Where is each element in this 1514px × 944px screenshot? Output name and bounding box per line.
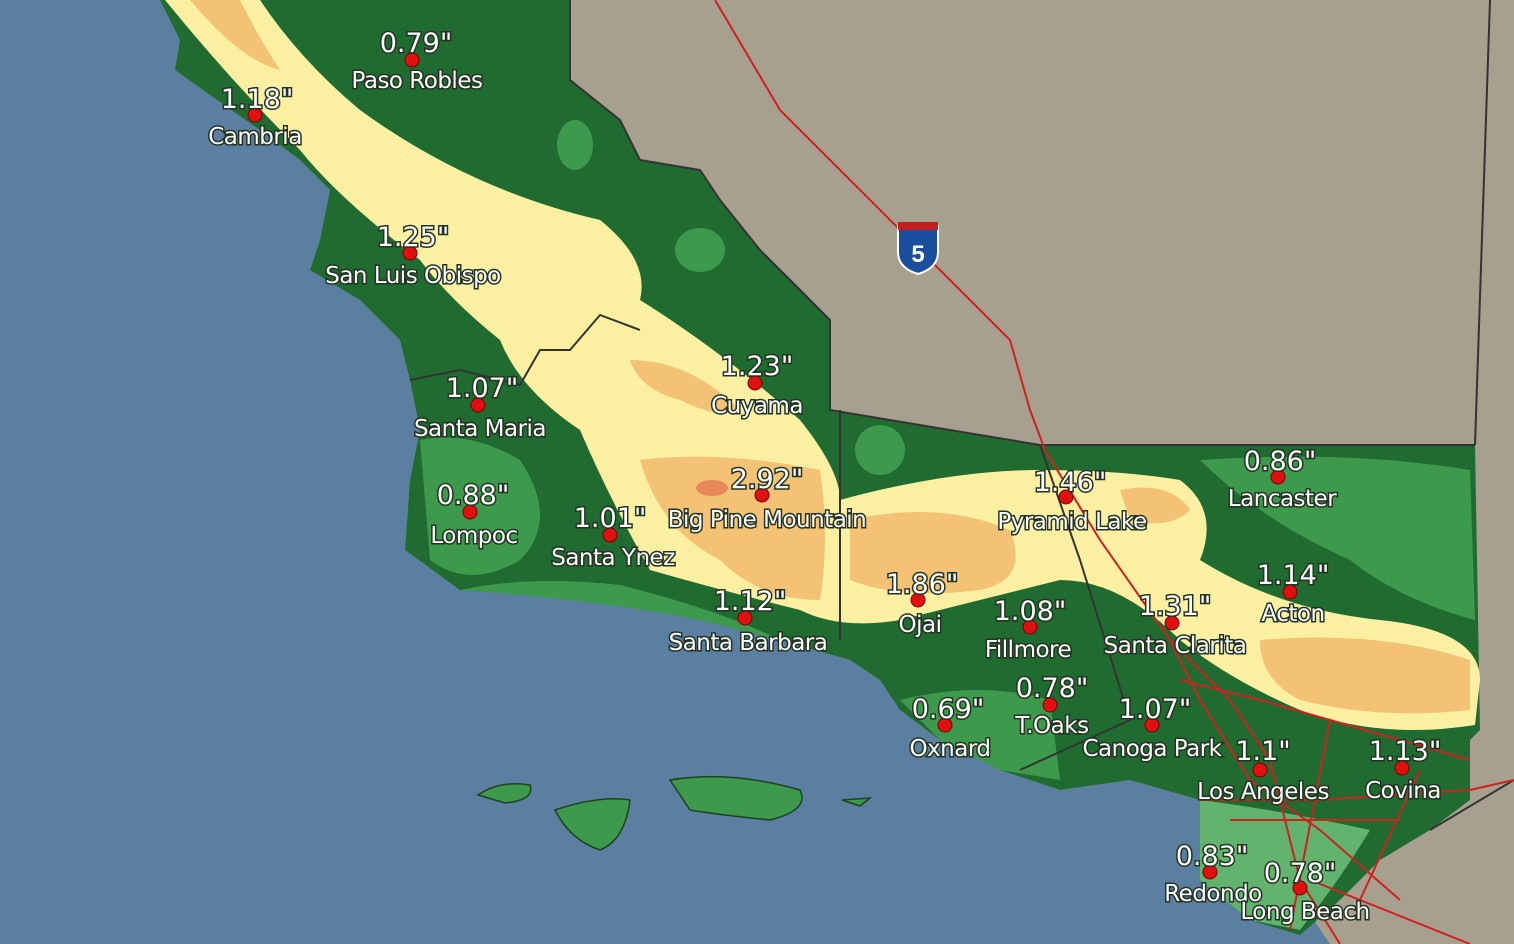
station-oxnard: 0.69" Oxnard: [908, 693, 993, 764]
station-dot: [1042, 697, 1058, 713]
station-dot: [754, 487, 770, 503]
station-name: San Luis Obispo: [325, 263, 501, 289]
station-dot: [602, 527, 618, 543]
rainfall-value: 1.08": [994, 596, 1067, 627]
station-name: Lompoc: [430, 523, 517, 549]
station-dot: [737, 610, 753, 626]
rainfall-value: 1.31": [1139, 591, 1212, 622]
county-borders: [409, 0, 1514, 831]
station-dot: [747, 375, 763, 391]
station-labels: 0.79" Paso Robles 1.18" Cambria 1.25" San Lui…: [207, 27, 1443, 927]
interstate-5-shield: 5: [897, 222, 939, 276]
station-name: Cambria: [208, 124, 302, 150]
rainfall-value: 1.07": [1119, 694, 1192, 725]
station-long-beach: 0.78" Long Beach: [1239, 857, 1372, 927]
rainfall-value: 1.18": [221, 84, 294, 115]
station-t-oaks: 0.78" T.Oaks: [1013, 672, 1091, 741]
rainfall-value: 1.07": [446, 373, 519, 404]
station-santa-barbara: 1.12" Santa Barbara: [667, 585, 829, 658]
station-ojai: 1.86" Ojai: [884, 568, 960, 640]
station-name: Big Pine Mountain: [668, 507, 867, 533]
station-dot: [404, 52, 420, 68]
station-dot: [1058, 489, 1074, 505]
station-redondo: 0.83" Redondo: [1163, 840, 1264, 909]
rainfall-value: 0.79": [380, 28, 453, 59]
station-name: Oxnard: [909, 736, 990, 762]
station-dot: [1202, 864, 1218, 880]
station-name: Acton: [1261, 601, 1324, 627]
rainfall-value: 0.69": [912, 694, 985, 725]
station-acton: 1.14" Acton: [1255, 559, 1331, 629]
station-pyramid-lake: 1.46" Pyramid Lake: [996, 466, 1149, 537]
station-santa-maria: 1.07" Santa Maria: [412, 372, 548, 444]
station-dot: [1144, 717, 1160, 733]
station-santa-ynez: 1.01" Santa Ynez: [550, 502, 677, 573]
station-dot: [247, 107, 263, 123]
rainfall-value: 0.78": [1264, 858, 1337, 889]
rainfall-value: 1.12": [714, 586, 787, 617]
station-canoga-park: 1.07" Canoga Park: [1081, 693, 1225, 764]
station-san-luis-obispo: 1.25" San Luis Obispo: [324, 221, 503, 291]
station-fillmore: 1.08" Fillmore: [983, 595, 1073, 665]
rainfall-value: 1.01": [574, 503, 647, 534]
station-name: Los Angeles: [1197, 779, 1329, 805]
station-dot: [462, 504, 478, 520]
station-name: Lancaster: [1228, 486, 1337, 512]
rainfall-value: 1.25": [377, 222, 450, 253]
station-name: Long Beach: [1240, 899, 1369, 925]
station-covina: 1.13" Covina: [1364, 735, 1443, 806]
heavy-rain-band: [165, 0, 1480, 730]
station-name: Santa Clarita: [1104, 633, 1247, 659]
station-dot: [937, 717, 953, 733]
station-name: Santa Ynez: [551, 545, 675, 571]
station-name: Covina: [1365, 778, 1441, 804]
station-lompoc: 0.88" Lompoc: [429, 479, 520, 551]
station-name: Cuyama: [711, 393, 803, 419]
station-dot: [1292, 880, 1308, 896]
rainfall-value: 2.92": [731, 464, 804, 495]
rainfall-value: 1.46": [1034, 467, 1107, 498]
station-name: Paso Robles: [352, 68, 483, 94]
rainfall-value: 1.1": [1235, 736, 1290, 767]
station-name: Fillmore: [985, 637, 1071, 663]
station-dot: [910, 592, 926, 608]
channel-islands: [476, 775, 873, 851]
station-name: Santa Maria: [414, 416, 546, 442]
station-santa-clarita: 1.31" Santa Clarita: [1102, 590, 1248, 661]
station-dot: [1270, 469, 1286, 485]
station-los-angeles: 1.1" Los Angeles: [1196, 735, 1331, 807]
station-name: Pyramid Lake: [997, 509, 1146, 535]
rainfall-value: 0.83": [1176, 841, 1249, 872]
station-paso-robles: 0.79" Paso Robles: [350, 27, 484, 96]
station-dot: [1164, 615, 1180, 631]
station-dot: [1252, 762, 1268, 778]
station-dot: [470, 397, 486, 413]
rainfall-value: 1.13": [1369, 736, 1442, 767]
station-name: Redondo: [1164, 881, 1262, 907]
station-big-pine-mountain: 2.92" Big Pine Mountain: [666, 463, 868, 535]
station-dot: [1282, 584, 1298, 600]
station-dot: [1022, 619, 1038, 635]
rainfall-value: 1.23": [721, 351, 794, 382]
rainfall-value: 0.88": [437, 480, 510, 511]
interstate-shield-number: 5: [911, 241, 924, 268]
station-lancaster: 0.86" Lancaster: [1226, 445, 1339, 514]
station-name: Canoga Park: [1082, 736, 1222, 762]
station-name: Santa Barbara: [669, 630, 828, 656]
light-rain-areas: [420, 120, 1475, 930]
rainfall-value: 1.86": [886, 569, 959, 600]
station-cambria: 1.18" Cambria: [207, 83, 304, 152]
station-cuyama: 1.23" Cuyama: [710, 350, 805, 421]
rainfall-value: 0.86": [1244, 446, 1317, 477]
rainfall-value: 0.78": [1016, 673, 1089, 704]
station-dot: [1394, 760, 1410, 776]
station-dot: [402, 245, 418, 261]
station-name: T.Oaks: [1014, 713, 1088, 739]
rainfall-value: 1.14": [1257, 560, 1330, 591]
station-name: Ojai: [899, 612, 942, 638]
